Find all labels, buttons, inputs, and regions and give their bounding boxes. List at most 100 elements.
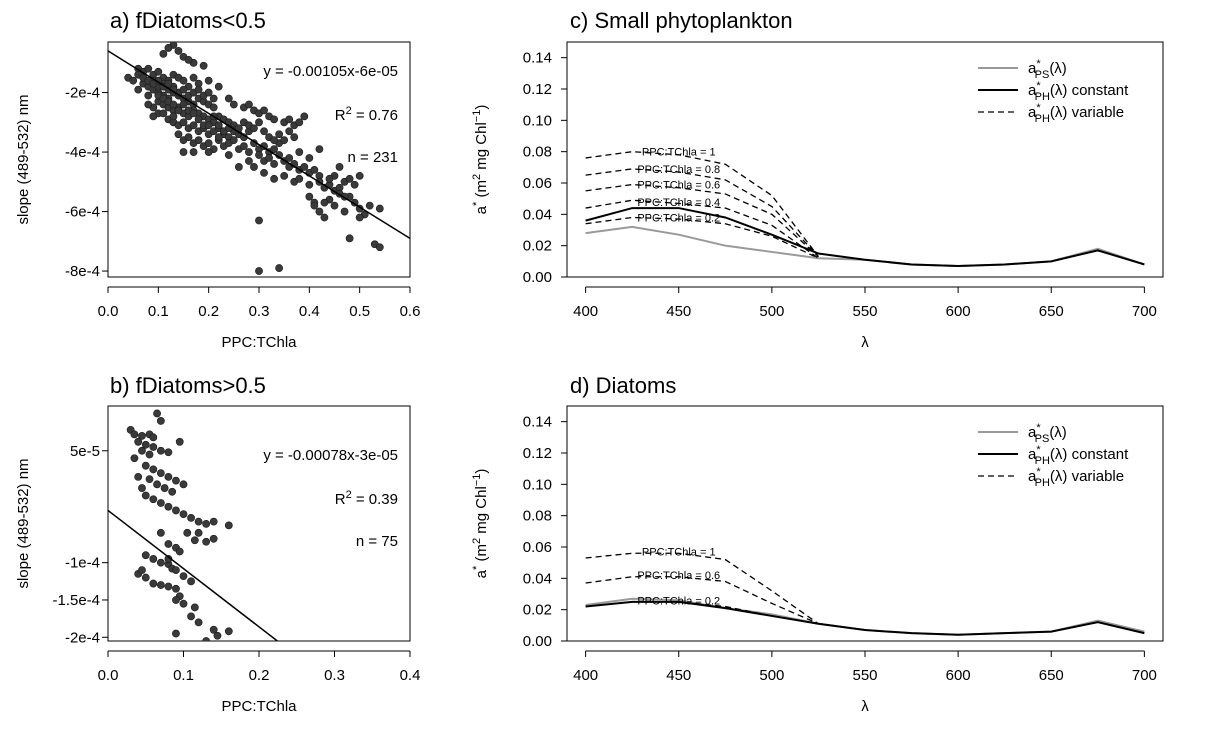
y-tick-label: -1.5e-4: [52, 592, 100, 609]
x-tick-label: 600: [946, 303, 971, 320]
legend-star: *: [1036, 80, 1041, 92]
x-tick-label: 0.3: [249, 303, 270, 320]
scatter-point: [255, 151, 263, 159]
y-tick-label: -8e-4: [65, 263, 100, 280]
y-tick-label: 0.12: [523, 81, 552, 98]
x-tick-label: 500: [759, 667, 784, 684]
scatter-point: [172, 476, 180, 485]
x-tick-label: 450: [666, 667, 691, 684]
scatter-point: [175, 437, 184, 446]
y-axis-title-part: 2: [471, 538, 483, 544]
legend-label: a* PH(λ) variable: [1028, 102, 1124, 125]
x-tick-label: 0.2: [249, 667, 270, 684]
legend-sub: PH: [1035, 455, 1050, 467]
legend-tail: (λ): [1049, 424, 1067, 441]
scatter-point: [214, 121, 223, 130]
scatter-point: [270, 160, 278, 168]
scatter-point: [141, 491, 150, 500]
scatter-point: [375, 204, 384, 213]
scatter-point: [275, 264, 284, 272]
x-tick-label: 500: [759, 303, 784, 320]
y-tick-label: 0.02: [523, 238, 552, 255]
x-tick-label: 400: [573, 303, 598, 320]
scatter-point: [295, 148, 304, 156]
scatter-point: [320, 213, 329, 222]
scatter-point: [250, 163, 258, 171]
scatter-point: [300, 112, 309, 121]
scatter-point: [183, 528, 192, 537]
scatter-point: [156, 417, 165, 425]
scatter-point: [160, 484, 169, 492]
fit-equation: y = -0.00078x-3e-05: [263, 447, 398, 464]
series-line-dashed: [585, 168, 819, 258]
scatter-point: [204, 88, 213, 97]
scatter-point: [164, 582, 173, 591]
scatter-point: [168, 487, 177, 496]
y-tick-label: -2e-4: [65, 629, 100, 646]
scatter-point: [174, 130, 183, 139]
scatter-point: [164, 472, 173, 481]
y-axis-title-part: ): [473, 105, 490, 110]
r-squared-prefix: R: [335, 491, 346, 508]
legend-label: a* PH(λ) constant: [1028, 80, 1129, 103]
legend-base: a: [1028, 60, 1037, 77]
scatter-point: [345, 174, 354, 183]
regression-line: [108, 509, 279, 641]
scatter-point: [350, 180, 359, 189]
scatter-point: [156, 581, 165, 589]
series-line-dashed: [585, 151, 819, 258]
scatter-point: [172, 566, 180, 575]
scatter-point: [153, 480, 161, 489]
scatter-point: [335, 163, 344, 171]
fit-equation: y = -0.00105x-6e-05: [263, 63, 398, 80]
scatter-point: [153, 409, 161, 418]
y-tick-label: -1e-4: [65, 555, 100, 572]
series-line-dashed: [585, 183, 819, 258]
y-axis-title-part: a: [473, 569, 490, 578]
scatter-point: [345, 234, 354, 243]
legend-tail: (λ) variable: [1050, 104, 1124, 121]
y-axis-title-part: a: [473, 205, 490, 214]
scatter-point: [194, 618, 203, 627]
scatter-point: [280, 171, 289, 180]
y-axis-title-part: *: [471, 201, 483, 206]
scatter-point: [224, 151, 233, 159]
scatter-point: [260, 106, 268, 115]
scatter-point: [204, 139, 213, 148]
panel-title: c) Small phytoplankton: [570, 8, 793, 33]
scatter-point: [179, 572, 188, 580]
scatter-point: [213, 631, 222, 640]
x-tick-label: 0.4: [299, 303, 320, 320]
scatter-point: [172, 629, 180, 638]
scatter-point: [295, 118, 304, 127]
scatter-point: [204, 148, 213, 156]
scatter-point: [141, 461, 150, 470]
scatter-points: [108, 409, 279, 641]
scatter-point: [149, 112, 158, 121]
scatter-point: [174, 47, 183, 55]
scatter-point: [229, 136, 238, 145]
legend-sub: PH: [1035, 91, 1050, 103]
scatter-point: [154, 67, 163, 76]
x-tick-label: 0.0: [98, 667, 119, 684]
y-tick-label: 0.04: [523, 570, 552, 587]
sample-count: n = 75: [356, 533, 398, 550]
scatter-point: [270, 115, 278, 124]
scatter-point: [209, 625, 218, 634]
scatter-point: [179, 148, 188, 156]
legend-label: a* PS(λ): [1028, 422, 1067, 445]
scatter-point: [164, 502, 173, 511]
scatter-point: [144, 64, 153, 73]
scatter-point: [285, 127, 294, 136]
y-tick-label: 0.10: [523, 476, 552, 493]
scatter-point: [164, 540, 173, 548]
legend-base: a: [1028, 104, 1037, 121]
scatter-point: [184, 55, 193, 64]
y-tick-label: -2e-4: [65, 85, 100, 102]
scatter-point: [189, 109, 198, 118]
x-tick-label: 0.4: [400, 667, 421, 684]
scatter-point: [172, 584, 180, 593]
legend-base: a: [1028, 82, 1037, 99]
scatter-point: [250, 124, 258, 133]
